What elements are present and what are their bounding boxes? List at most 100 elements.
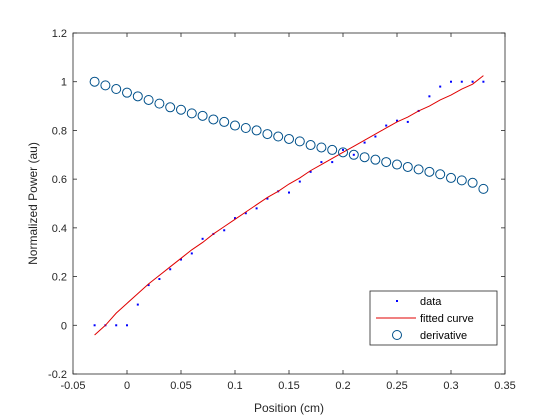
- derivative-point: [402, 161, 413, 172]
- x-axis-label: Position (cm): [254, 401, 324, 415]
- derivative-point: [273, 131, 284, 142]
- y-tick-label: 0.2: [52, 272, 67, 284]
- derivative-point: [176, 104, 186, 115]
- x-tick-label: 0.15: [278, 380, 299, 392]
- data-point: [126, 324, 128, 327]
- legend-label: derivative: [420, 330, 467, 342]
- data-point: [374, 135, 377, 138]
- derivative-point: [186, 108, 197, 119]
- derivative-point: [197, 110, 208, 121]
- derivative-point: [338, 147, 348, 158]
- x-tick-label: 0.1: [227, 380, 242, 392]
- data-point: [158, 278, 161, 281]
- derivative-point: [208, 114, 219, 125]
- data-point: [363, 141, 366, 144]
- derivative-point: [294, 136, 305, 147]
- legend-swatch-derivative: [392, 330, 402, 340]
- derivative-point: [413, 164, 424, 175]
- legend-swatch-data: [396, 300, 398, 302]
- x-tick-label: 0.2: [335, 380, 350, 392]
- data-point: [201, 237, 204, 240]
- derivative-point: [219, 116, 230, 127]
- x-tick-label: 0.35: [494, 380, 515, 392]
- data-point: [136, 303, 139, 306]
- derivative-point: [251, 125, 262, 136]
- x-tick-label: 0.25: [386, 380, 407, 392]
- derivative-point: [122, 87, 132, 98]
- derivative-point: [305, 140, 316, 151]
- data-point: [396, 119, 398, 122]
- data-point: [450, 80, 452, 83]
- data-point: [266, 197, 269, 200]
- data-point: [331, 161, 334, 164]
- y-axis-label: Normalized Power (au): [26, 142, 40, 265]
- y-tick-label: 1: [61, 77, 67, 89]
- derivative-point: [262, 129, 273, 140]
- derivative-point: [467, 177, 478, 188]
- data-point: [255, 207, 258, 210]
- data-point: [342, 148, 344, 151]
- data-point: [288, 191, 290, 194]
- x-tick-label: 0.3: [443, 380, 458, 392]
- ticks-layer: -0.05 0 0.05 0.1 0.15 0.2 0.25 0.3 0.35 -0.2 0 0.2 0…: [48, 28, 516, 392]
- data-point: [460, 80, 463, 83]
- derivative-point: [154, 98, 165, 109]
- legend-label: fitted curve: [420, 313, 474, 325]
- data-point: [385, 124, 388, 127]
- legend-label: data: [420, 296, 442, 308]
- derivative-point: [327, 144, 338, 155]
- derivative-point: [392, 159, 402, 170]
- y-tick-label: 1.2: [52, 28, 67, 40]
- derivative-point: [435, 169, 446, 180]
- data-point: [190, 252, 193, 255]
- data-point: [428, 95, 431, 98]
- derivative-point: [456, 175, 467, 186]
- derivative-point: [230, 120, 240, 131]
- derivative-point: [132, 91, 143, 102]
- legend-box: [369, 290, 498, 346]
- y-tick-label: 0.6: [52, 174, 67, 186]
- derivative-point: [381, 157, 392, 168]
- derivative-point: [316, 142, 327, 153]
- derivative-point: [111, 84, 122, 95]
- legend: data fitted curve derivative: [369, 290, 498, 346]
- data-point: [93, 324, 96, 327]
- y-tick-label: 0.4: [52, 223, 67, 235]
- derivative-point: [348, 149, 359, 160]
- data-point: [223, 229, 226, 232]
- data-point: [234, 217, 236, 220]
- legend-items: data fitted curve derivative: [376, 296, 474, 342]
- data-point: [147, 284, 150, 287]
- fitted-curve-line: [94, 75, 484, 336]
- derivative-point: [100, 80, 111, 91]
- x-tick-label: 0.05: [170, 380, 191, 392]
- data-point: [352, 153, 355, 156]
- y-tick-label: 0.8: [52, 125, 67, 137]
- derivative-point: [446, 172, 456, 183]
- x-tick-label: -0.05: [60, 380, 85, 392]
- series-layer: [89, 75, 489, 336]
- derivative-point: [165, 102, 176, 113]
- data-point: [471, 80, 474, 83]
- data-point: [482, 80, 485, 83]
- derivative-point: [284, 133, 294, 144]
- y-tick-label: 0: [61, 320, 67, 332]
- derivative-point: [359, 152, 370, 163]
- data-point: [320, 161, 323, 164]
- derivative-point: [143, 94, 154, 105]
- data-point: [439, 85, 442, 88]
- data-point: [115, 324, 118, 327]
- derivative-point: [240, 122, 251, 133]
- x-tick-label: 0: [124, 380, 130, 392]
- data-point: [406, 120, 409, 123]
- data-point: [298, 180, 301, 183]
- derivative-point: [370, 154, 381, 165]
- data-point: [244, 212, 247, 215]
- data-point: [180, 258, 182, 261]
- derivative-point: [424, 166, 435, 177]
- derivative-point: [478, 183, 489, 194]
- data-point: [309, 170, 312, 173]
- y-tick-label: -0.2: [48, 369, 67, 381]
- data-point: [169, 268, 172, 271]
